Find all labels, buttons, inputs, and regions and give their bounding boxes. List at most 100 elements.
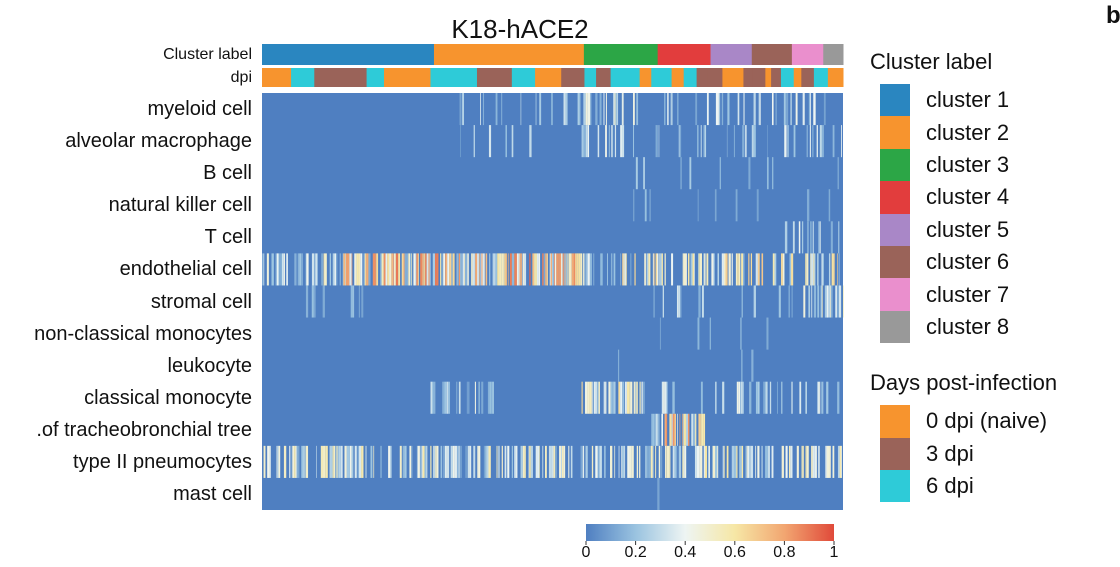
heatmap-stripe-211 bbox=[422, 253, 424, 286]
cluster-legend-item: cluster 1 bbox=[870, 84, 1110, 117]
heatmap-stripe-257 bbox=[501, 253, 504, 286]
heatmap-stripe-618 bbox=[446, 445, 448, 478]
heatmap-stripe-299 bbox=[566, 253, 568, 286]
heatmap-stripe-335 bbox=[660, 253, 662, 286]
heatmap-stripe-46 bbox=[753, 93, 756, 126]
heatmap-stripe-128 bbox=[801, 221, 804, 254]
heatmap-stripe-9 bbox=[539, 93, 542, 126]
heatmap-stripe-147 bbox=[283, 253, 285, 286]
heatmap-stripe-720 bbox=[715, 445, 718, 478]
heatmap-stripe-679 bbox=[604, 445, 606, 478]
heatmap-stripe-136 bbox=[262, 253, 264, 286]
heatmap-stripe-466 bbox=[597, 381, 599, 414]
heatmap-stripe-616 bbox=[442, 445, 445, 478]
dpi-legend-item: 6 dpi bbox=[870, 469, 1110, 503]
heatmap-stripe-498 bbox=[736, 381, 739, 414]
heatmap-stripe-496 bbox=[715, 381, 717, 414]
cluster-bar-1 bbox=[262, 44, 435, 65]
heatmap-stripe-565 bbox=[303, 445, 305, 478]
heatmap-stripe-341 bbox=[683, 253, 687, 286]
heatmap-stripe-448 bbox=[458, 381, 461, 414]
heatmap-stripe-300 bbox=[568, 253, 570, 286]
annotation-bar-label: Cluster label bbox=[163, 45, 252, 63]
heatmap-stripe-296 bbox=[563, 253, 565, 286]
cluster-legend-item: cluster 4 bbox=[870, 181, 1110, 214]
heatmap-stripe-586 bbox=[351, 445, 354, 478]
heatmap-stripe-369 bbox=[755, 253, 757, 286]
heatmap-stripe-507 bbox=[765, 381, 768, 414]
heatmap-stripe-375 bbox=[781, 253, 783, 286]
heatmap-stripe-249 bbox=[482, 253, 485, 286]
heatmap-stripe-250 bbox=[485, 253, 488, 286]
heatmap-stripe-339 bbox=[671, 253, 674, 286]
heatmap-stripe-145 bbox=[281, 253, 282, 286]
heatmap-stripe-744 bbox=[771, 445, 774, 478]
heatmap-stripe-358 bbox=[723, 253, 726, 286]
heatmap-stripe-85 bbox=[700, 125, 702, 158]
heatmap-stripe-642 bbox=[506, 445, 508, 478]
dpi-bar-segment-32 bbox=[840, 68, 844, 87]
heatmap-stripe-69 bbox=[585, 125, 588, 158]
heatmap-stripe-320 bbox=[622, 253, 624, 286]
heatmap-stripe-178 bbox=[360, 253, 363, 286]
heatmap-stripe-395 bbox=[313, 285, 316, 318]
heatmap-stripe-363 bbox=[737, 253, 739, 286]
heatmap-stripe-254 bbox=[495, 253, 498, 286]
heatmap-stripe-660 bbox=[551, 445, 554, 478]
dpi-legend-label: 3 dpi bbox=[926, 440, 974, 466]
cluster-legend-swatch bbox=[880, 310, 910, 344]
heatmap-stripe-558 bbox=[291, 445, 293, 478]
heatmap-stripe-662 bbox=[554, 445, 556, 478]
heatmap-stripe-323 bbox=[625, 253, 627, 286]
heatmap-stripe-712 bbox=[699, 445, 701, 478]
heatmap-stripe-164 bbox=[334, 253, 337, 286]
heatmap-stripe-645 bbox=[514, 445, 516, 478]
heatmap-stripe-280 bbox=[542, 253, 544, 286]
heatmap-stripe-261 bbox=[507, 253, 509, 286]
heatmap-stripe-181 bbox=[366, 253, 369, 286]
heatmap-stripe-433 bbox=[697, 317, 700, 350]
dpi-bar-segment-13 bbox=[610, 68, 641, 87]
heatmap-stripe-490 bbox=[661, 381, 664, 414]
heatmap-stripe-474 bbox=[613, 381, 616, 414]
heatmap-stripe-562 bbox=[296, 445, 298, 478]
heatmap-stripe-437 bbox=[617, 349, 620, 382]
heatmap-stripe-152 bbox=[301, 253, 303, 286]
heatmap-stripe-709 bbox=[684, 445, 687, 478]
heatmap-stripe-419 bbox=[817, 285, 820, 318]
heatmap-stripe-425 bbox=[828, 285, 830, 318]
cluster-bar-8 bbox=[823, 44, 844, 65]
heatmap-stripe-615 bbox=[440, 445, 443, 478]
heatmap-stripe-758 bbox=[818, 445, 820, 478]
cluster-legend-swatch bbox=[880, 213, 910, 246]
heatmap-stripe-212 bbox=[423, 253, 425, 286]
colorbar-tick-label: 0.6 bbox=[723, 544, 746, 561]
heatmap-stripe-687 bbox=[629, 445, 632, 478]
heatmap-stripe-723 bbox=[723, 445, 725, 478]
heatmap-stripe-509 bbox=[777, 381, 778, 414]
heatmap-stripe-622 bbox=[454, 445, 457, 478]
heatmap-stripe-291 bbox=[558, 253, 560, 286]
heatmap-stripe-590 bbox=[359, 445, 362, 478]
heatmap-stripe-637 bbox=[496, 445, 498, 478]
heatmap-stripe-44 bbox=[737, 93, 740, 126]
heatmap-stripe-314 bbox=[600, 253, 601, 286]
heatmap-stripe-100 bbox=[809, 125, 811, 158]
heatmap-stripe-258 bbox=[503, 253, 505, 286]
heatmap-stripe-304 bbox=[575, 253, 577, 286]
heatmap-stripe-499 bbox=[738, 381, 741, 414]
heatmap-stripe-414 bbox=[813, 285, 817, 318]
heatmap-stripe-658 bbox=[548, 445, 550, 478]
heatmap-stripe-589 bbox=[358, 445, 360, 478]
heatmap-stripe-239 bbox=[467, 253, 469, 286]
heatmap-stripe-534 bbox=[677, 413, 678, 446]
heatmap-stripe-722 bbox=[722, 445, 724, 478]
heatmap-stripe-747 bbox=[789, 445, 791, 478]
heatmap-stripe-487 bbox=[639, 381, 641, 414]
heatmap-stripe-120 bbox=[714, 189, 717, 222]
heatmap-background bbox=[262, 93, 843, 510]
colorbar-tick-label: 0.2 bbox=[624, 544, 647, 561]
heatmap-stripe-548 bbox=[703, 413, 706, 446]
dpi-bar-segment-31 bbox=[827, 68, 841, 87]
heatmap-stripe-628 bbox=[467, 445, 470, 478]
